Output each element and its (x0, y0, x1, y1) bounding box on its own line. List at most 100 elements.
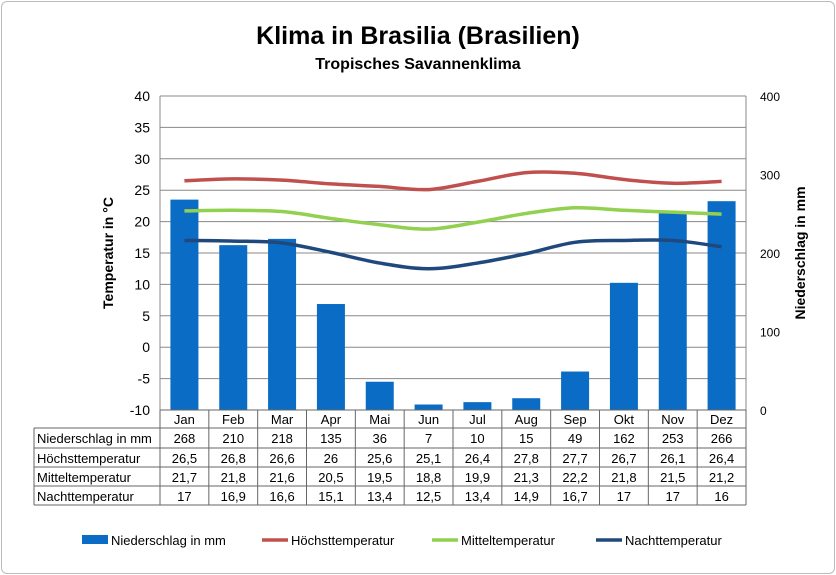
table-header-month: Jul (469, 412, 486, 427)
table-cell: 16,6 (269, 489, 294, 504)
table-header-month: Mar (271, 412, 294, 427)
legend-label: Mitteltemperatur (461, 533, 556, 548)
bar-feb (219, 245, 248, 410)
table-cell: 17 (617, 489, 631, 504)
y-tick-left: 5 (142, 308, 150, 324)
table-cell: 19,5 (367, 470, 392, 485)
table-cell: 16 (714, 489, 728, 504)
table-cell: 210 (222, 431, 244, 446)
table-cell: 18,8 (416, 470, 441, 485)
y-tick-left: 20 (134, 214, 150, 230)
legend-swatch (82, 535, 108, 544)
y-axis-label-right: Niederschlag in mm (792, 186, 808, 319)
table-header-month: Nov (661, 412, 685, 427)
table-header-month: Mai (369, 412, 390, 427)
line-mitteltemperatur (184, 205, 722, 231)
table-cell: 266 (711, 431, 733, 446)
legend-label: Niederschlag in mm (111, 533, 226, 548)
table-cell: 10 (470, 431, 484, 446)
table-header-month: Aug (515, 412, 538, 427)
bar-dez (707, 201, 736, 410)
table-header-month: Apr (321, 412, 342, 427)
table-cell: 25,1 (416, 451, 441, 466)
y-tick-left: 25 (134, 182, 150, 198)
bar-nov (658, 211, 687, 410)
table-cell: 7 (425, 431, 432, 446)
table-cell: 26,7 (611, 451, 636, 466)
bar-jan (170, 199, 199, 410)
table-row-label: Höchsttemperatur (37, 451, 141, 466)
legend-label: Nachttemperatur (625, 533, 722, 548)
chart-subtitle: Tropisches Savannenklima (315, 56, 521, 73)
table-header-month: Okt (614, 412, 635, 427)
table-cell: 17 (666, 489, 680, 504)
table-cell: 25,6 (367, 451, 392, 466)
table-cell: 16,9 (221, 489, 246, 504)
y-tick-left: 0 (142, 339, 150, 355)
bar-sep (561, 371, 590, 410)
line-höchsttemperatur (184, 170, 722, 192)
table-cell: 22,2 (562, 470, 587, 485)
chart-title: Klima in Brasilia (Brasilien) (256, 22, 580, 50)
bar-jun (414, 404, 443, 410)
table-cell: 26 (324, 451, 338, 466)
table-cell: 21,3 (514, 470, 539, 485)
table-cell: 26,8 (221, 451, 246, 466)
table-row-label: Mitteltemperatur (37, 470, 132, 485)
y-tick-left: 35 (134, 119, 150, 135)
table-cell: 26,4 (465, 451, 490, 466)
table-cell: 13,4 (465, 489, 490, 504)
y-axis-label-left: Temperatur in °C (100, 197, 116, 309)
table-cell: 21,7 (172, 470, 197, 485)
table-cell: 21,2 (709, 470, 734, 485)
table-cell: 26,4 (709, 451, 734, 466)
table-cell: 27,7 (562, 451, 587, 466)
table-row-label: Niederschlag in mm (37, 431, 152, 446)
y-tick-left: 40 (134, 88, 150, 104)
table-cell: 21,6 (269, 470, 294, 485)
y-tick-right: 200 (760, 247, 780, 261)
table-header-month: Feb (222, 412, 244, 427)
y-tick-right: 400 (760, 90, 780, 104)
legend-label: Höchsttemperatur (291, 533, 395, 548)
table-cell: 27,8 (514, 451, 539, 466)
table-cell: 268 (174, 431, 196, 446)
table-cell: 21,8 (221, 470, 246, 485)
bar-okt (609, 282, 638, 410)
y-tick-left: 15 (134, 245, 150, 261)
line-nachttemperatur (184, 238, 722, 271)
table-cell: 15,1 (318, 489, 343, 504)
table-cell: 135 (320, 431, 342, 446)
table-cell: 218 (271, 431, 293, 446)
table-header-month: Sep (564, 412, 587, 427)
table-cell: 26,5 (172, 451, 197, 466)
table-cell: 26,6 (269, 451, 294, 466)
y-tick-left: -5 (138, 371, 151, 387)
y-tick-left: -10 (130, 402, 150, 418)
table-cell: 21,8 (611, 470, 636, 485)
bar-jul (463, 402, 492, 410)
table-cell: 14,9 (514, 489, 539, 504)
table-cell: 19,9 (465, 470, 490, 485)
bar-mar (268, 238, 297, 410)
bar-aug (512, 398, 541, 410)
table-header-month: Jun (418, 412, 439, 427)
table-header-month: Dez (710, 412, 733, 427)
table-header-month: Jan (174, 412, 195, 427)
table-cell: 49 (568, 431, 582, 446)
table-cell: 162 (613, 431, 635, 446)
bar-mai (365, 381, 394, 410)
table-row-label: Nachttemperatur (37, 489, 134, 504)
y-tick-left: 10 (134, 276, 150, 292)
table-cell: 15 (519, 431, 533, 446)
table-cell: 12,5 (416, 489, 441, 504)
table-cell: 17 (177, 489, 191, 504)
table-cell: 36 (373, 431, 387, 446)
y-tick-right: 0 (760, 404, 767, 418)
table-cell: 13,4 (367, 489, 392, 504)
table-cell: 253 (662, 431, 684, 446)
table-cell: 21,5 (660, 470, 685, 485)
table-cell: 26,1 (660, 451, 685, 466)
